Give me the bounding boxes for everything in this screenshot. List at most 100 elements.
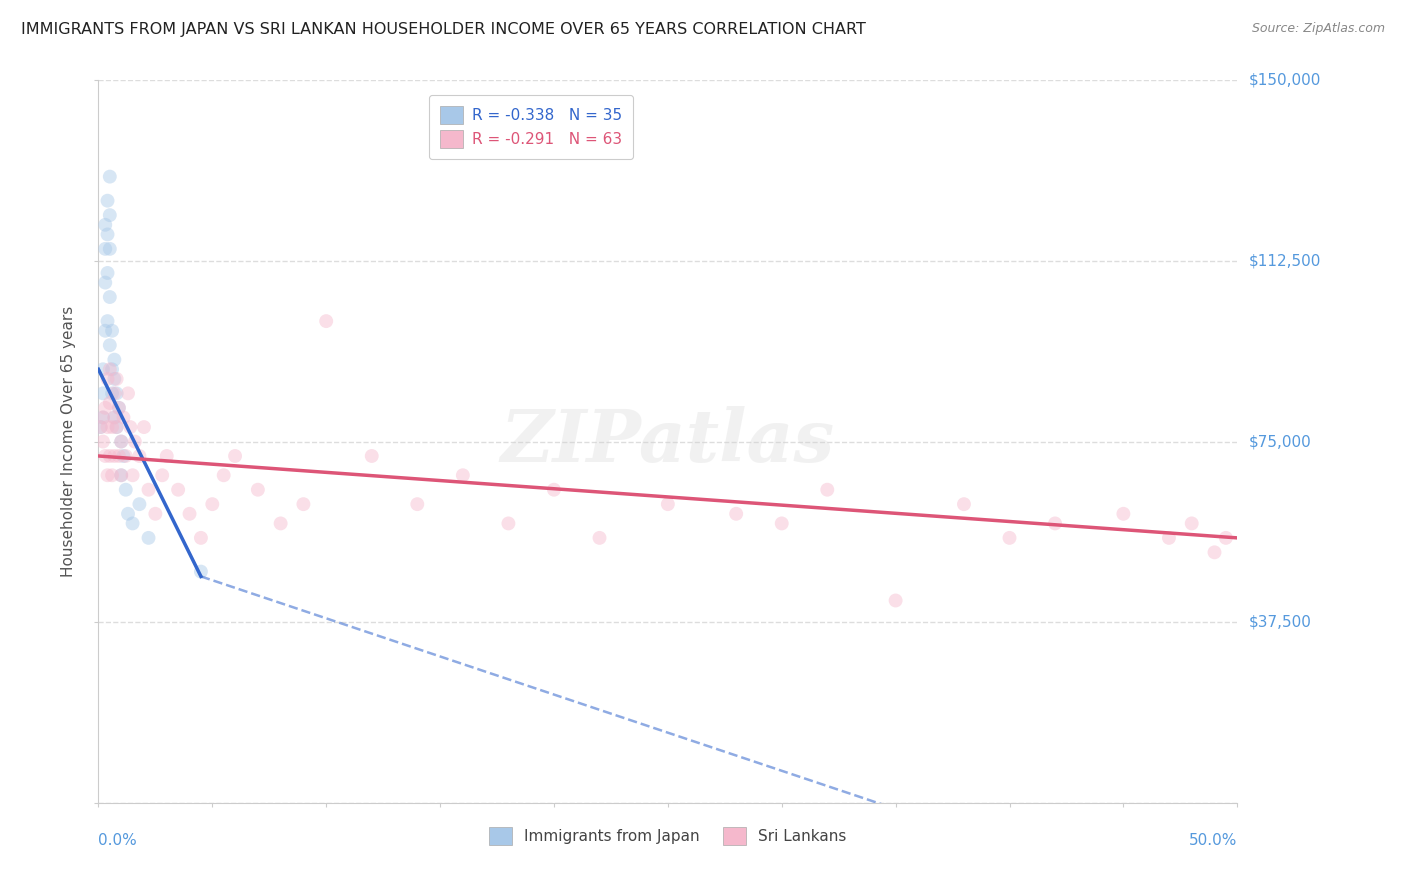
Point	[201, 497, 224, 511]
Point	[1181, 516, 1204, 531]
Point	[167, 483, 190, 497]
Point	[543, 483, 565, 497]
Point	[91, 386, 114, 401]
Point	[94, 218, 117, 232]
Point	[451, 468, 474, 483]
Point	[101, 420, 124, 434]
Point	[128, 449, 150, 463]
Point	[179, 507, 201, 521]
Point	[98, 169, 121, 184]
Point	[103, 449, 125, 463]
Point	[132, 420, 155, 434]
Point	[105, 386, 128, 401]
Point	[112, 410, 135, 425]
Point	[105, 420, 128, 434]
Point	[108, 449, 131, 463]
Point	[101, 362, 124, 376]
Point	[98, 338, 121, 352]
Point	[96, 194, 118, 208]
Point	[110, 468, 132, 483]
Point	[117, 386, 139, 401]
Point	[117, 507, 139, 521]
Point	[94, 401, 117, 415]
Point	[96, 420, 118, 434]
Point	[105, 372, 128, 386]
Point	[588, 531, 610, 545]
Text: $150,000: $150,000	[1249, 73, 1320, 87]
Point	[91, 434, 114, 449]
Point	[114, 449, 136, 463]
Point	[110, 434, 132, 449]
Point	[190, 565, 212, 579]
Point	[108, 401, 131, 415]
Point	[101, 386, 124, 401]
Point	[138, 531, 160, 545]
Point	[91, 410, 114, 425]
Point	[98, 290, 121, 304]
Point	[101, 468, 124, 483]
Point	[124, 434, 146, 449]
Point	[108, 401, 131, 415]
Point	[98, 449, 121, 463]
Text: IMMIGRANTS FROM JAPAN VS SRI LANKAN HOUSEHOLDER INCOME OVER 65 YEARS CORRELATION: IMMIGRANTS FROM JAPAN VS SRI LANKAN HOUS…	[21, 22, 866, 37]
Y-axis label: Householder Income Over 65 years: Householder Income Over 65 years	[60, 306, 76, 577]
Point	[98, 242, 121, 256]
Text: 50.0%: 50.0%	[1189, 833, 1237, 848]
Point	[953, 497, 976, 511]
Point	[998, 531, 1021, 545]
Point	[1157, 531, 1180, 545]
Point	[121, 468, 143, 483]
Point	[105, 420, 128, 434]
Point	[103, 410, 125, 425]
Point	[121, 516, 143, 531]
Point	[138, 483, 160, 497]
Point	[114, 483, 136, 497]
Point	[1215, 531, 1237, 545]
Point	[360, 449, 382, 463]
Point	[94, 242, 117, 256]
Point	[884, 593, 907, 607]
Point	[657, 497, 679, 511]
Point	[224, 449, 246, 463]
Point	[91, 362, 114, 376]
Point	[156, 449, 179, 463]
Point	[1204, 545, 1226, 559]
Point	[110, 468, 132, 483]
Point	[96, 266, 118, 280]
Point	[90, 420, 112, 434]
Point	[815, 483, 838, 497]
Text: $112,500: $112,500	[1249, 253, 1320, 268]
Point	[103, 372, 125, 386]
Point	[103, 410, 125, 425]
Text: 0.0%: 0.0%	[98, 833, 138, 848]
Point	[1043, 516, 1066, 531]
Point	[498, 516, 520, 531]
Point	[103, 352, 125, 367]
Text: $37,500: $37,500	[1249, 615, 1312, 630]
Text: ZIPatlas: ZIPatlas	[501, 406, 835, 477]
Point	[98, 208, 121, 222]
Point	[94, 449, 117, 463]
Point	[770, 516, 793, 531]
Legend: Immigrants from Japan, Sri Lankans: Immigrants from Japan, Sri Lankans	[482, 819, 853, 853]
Text: Source: ZipAtlas.com: Source: ZipAtlas.com	[1251, 22, 1385, 36]
Point	[101, 324, 124, 338]
Point	[150, 468, 173, 483]
Point	[212, 468, 235, 483]
Text: $75,000: $75,000	[1249, 434, 1312, 449]
Point	[96, 227, 118, 242]
Point	[91, 410, 114, 425]
Point	[315, 314, 337, 328]
Point	[270, 516, 292, 531]
Point	[98, 396, 121, 410]
Point	[96, 372, 118, 386]
Point	[96, 314, 118, 328]
Point	[1112, 507, 1135, 521]
Point	[145, 507, 167, 521]
Point	[98, 362, 121, 376]
Point	[96, 468, 118, 483]
Point	[120, 420, 142, 434]
Point	[103, 386, 125, 401]
Point	[406, 497, 429, 511]
Point	[128, 497, 150, 511]
